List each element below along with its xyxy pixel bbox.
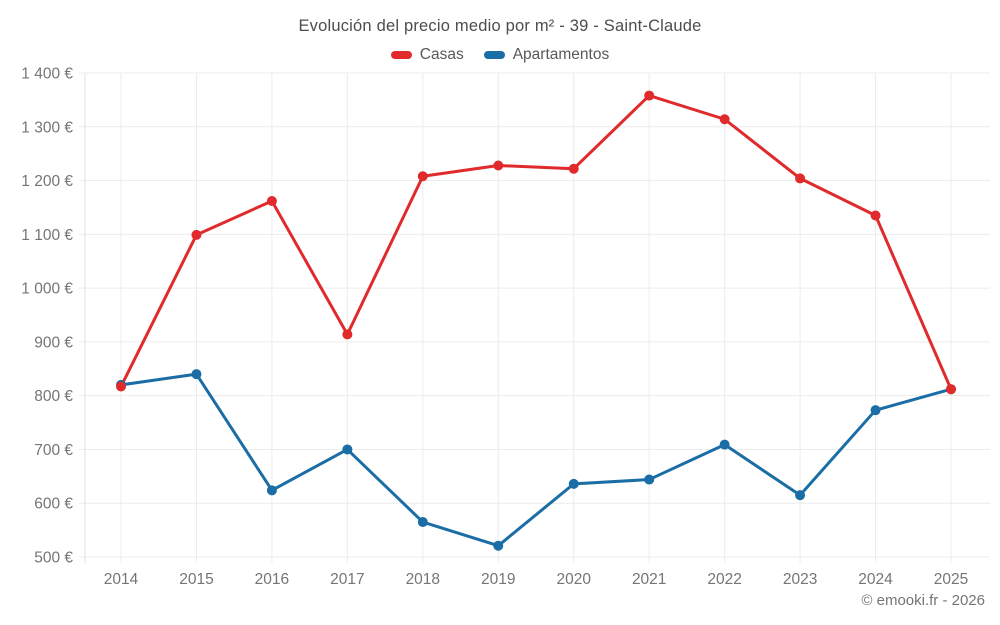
x-tick-label: 2015 bbox=[179, 571, 213, 588]
x-tick-label: 2019 bbox=[481, 571, 515, 588]
x-tick-label: 2023 bbox=[783, 571, 817, 588]
point-apartamentos-2018[interactable] bbox=[417, 517, 428, 528]
point-casas-2020[interactable] bbox=[568, 163, 579, 174]
legend-swatch-apartamentos bbox=[483, 51, 505, 59]
y-tick-label: 1 400 € bbox=[21, 66, 73, 83]
legend-item-apartamentos[interactable]: Apartamentos bbox=[483, 46, 610, 64]
x-tick-label: 2022 bbox=[707, 571, 741, 588]
y-tick-label: 1 000 € bbox=[21, 281, 73, 298]
point-apartamentos-2017[interactable] bbox=[342, 444, 353, 455]
point-casas-2025[interactable] bbox=[946, 384, 956, 395]
point-casas-2015[interactable] bbox=[191, 229, 202, 240]
point-apartamentos-2021[interactable] bbox=[644, 474, 655, 485]
copyright-text: © emooki.fr - 2026 bbox=[861, 592, 985, 609]
x-tick-label: 2024 bbox=[858, 571, 893, 588]
chart-legend: Casas Apartamentos bbox=[0, 46, 1000, 64]
y-tick-label: 800 € bbox=[34, 388, 73, 405]
x-tick-label: 2020 bbox=[556, 571, 591, 588]
point-apartamentos-2022[interactable] bbox=[719, 439, 730, 450]
x-tick-label: 2025 bbox=[934, 571, 968, 588]
point-casas-2019[interactable] bbox=[493, 160, 504, 171]
y-tick-label: 1 200 € bbox=[21, 173, 73, 190]
legend-swatch-casas bbox=[390, 51, 412, 59]
y-tick-label: 700 € bbox=[34, 442, 73, 459]
point-casas-2018[interactable] bbox=[417, 171, 428, 182]
x-tick-label: 2016 bbox=[255, 571, 289, 588]
point-casas-2021[interactable] bbox=[644, 90, 655, 101]
x-tick-label: 2018 bbox=[406, 571, 440, 588]
point-casas-2014[interactable] bbox=[116, 381, 126, 392]
x-tick-label: 2017 bbox=[330, 571, 364, 588]
x-tick-label: 2014 bbox=[104, 571, 139, 588]
point-casas-2023[interactable] bbox=[795, 173, 806, 184]
point-casas-2017[interactable] bbox=[342, 329, 353, 340]
series-line-apartamentos bbox=[119, 372, 953, 548]
point-casas-2024[interactable] bbox=[870, 210, 881, 221]
legend-label-apartamentos: Apartamentos bbox=[512, 46, 610, 63]
point-apartamentos-2016[interactable] bbox=[266, 485, 277, 496]
series-line-casas bbox=[119, 94, 953, 391]
y-tick-label: 500 € bbox=[34, 550, 73, 567]
legend-item-casas[interactable]: Casas bbox=[390, 46, 464, 64]
point-casas-2016[interactable] bbox=[266, 195, 277, 206]
point-apartamentos-2023[interactable] bbox=[795, 490, 806, 501]
point-apartamentos-2020[interactable] bbox=[568, 478, 579, 489]
y-tick-label: 600 € bbox=[34, 496, 73, 513]
point-casas-2022[interactable] bbox=[719, 114, 730, 125]
legend-label-casas: Casas bbox=[419, 46, 464, 63]
point-apartamentos-2019[interactable] bbox=[493, 540, 504, 551]
x-tick-label: 2021 bbox=[632, 571, 666, 588]
chart-title: Evolución del precio medio por m² - 39 -… bbox=[298, 17, 702, 35]
point-apartamentos-2015[interactable] bbox=[191, 369, 202, 380]
y-tick-label: 900 € bbox=[34, 334, 73, 351]
y-tick-label: 1 100 € bbox=[21, 227, 73, 244]
point-apartamentos-2024[interactable] bbox=[870, 405, 881, 416]
y-tick-label: 1 300 € bbox=[21, 119, 73, 136]
